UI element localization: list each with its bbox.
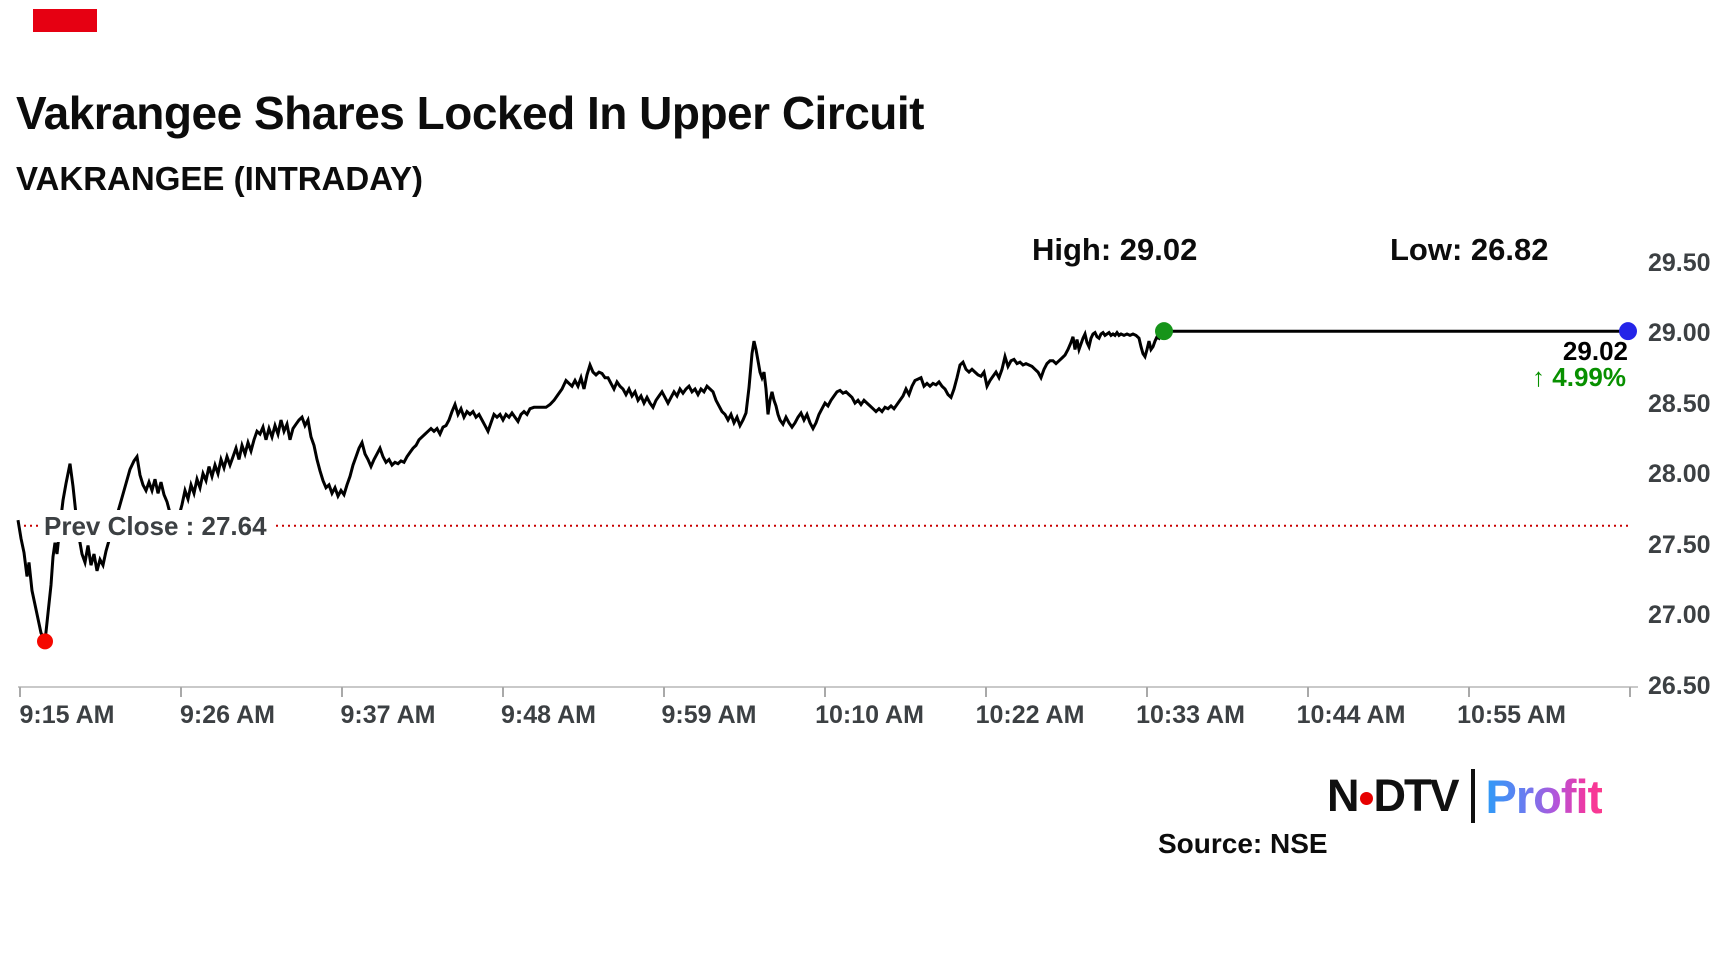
x-axis-label: 10:10 AM (815, 701, 924, 729)
ndtv-letters-dtv: DTV (1373, 770, 1460, 821)
ndtv-red-dot-icon (1359, 791, 1373, 805)
ndtv-letter-n: N (1327, 770, 1359, 821)
x-axis-label: 10:22 AM (975, 701, 1085, 729)
y-axis-label: 26.50 (1648, 671, 1711, 700)
x-axis-label: 10:55 AM (1457, 701, 1566, 729)
low-value-label: Low: 26.82 (1390, 232, 1549, 267)
profit-wordmark: Profit (1485, 769, 1604, 823)
x-axis-label: 9:37 AM (340, 701, 436, 729)
logo-separator-bar (1470, 769, 1475, 823)
x-axis-label: 9:26 AM (180, 701, 275, 729)
session-low-dot (37, 633, 53, 650)
x-axis-label: 10:44 AM (1296, 701, 1406, 729)
y-axis-label: 27.00 (1648, 601, 1711, 629)
price-line (16, 329, 1628, 647)
ndtv-wordmark: N DTV (1327, 770, 1460, 822)
y-axis-label: 29.00 (1648, 319, 1711, 347)
x-axis-label: 9:59 AM (661, 701, 757, 729)
brand-red-accent-bar (33, 9, 97, 32)
y-axis-label: 27.50 (1648, 530, 1711, 559)
percent-change-annotation: ↑ 4.99% (1532, 362, 1626, 392)
x-axis-label: 9:48 AM (501, 701, 596, 729)
y-axis-label: 28.50 (1648, 389, 1711, 418)
x-axis-label: 10:33 AM (1136, 701, 1245, 729)
latest-price-dot (1619, 322, 1637, 341)
y-axis-label: 29.50 (1648, 248, 1711, 277)
last-price-annotation: 29.02 (1562, 336, 1628, 366)
page-title: Vakrangee Shares Locked In Upper Circuit (16, 87, 925, 139)
chart-subtitle: VAKRANGEE (INTRADAY) (16, 160, 424, 197)
source-attribution: Source: NSE (1158, 828, 1328, 859)
circuit-lock-dot (1155, 322, 1173, 341)
ndtv-profit-logo: N DTV Profit (1327, 768, 1604, 824)
y-axis-label: 28.00 (1648, 460, 1711, 488)
prev-close-label: Prev Close : 27.64 (38, 509, 273, 542)
x-axis-label: 9:15 AM (19, 701, 115, 729)
high-value-label: High: 29.02 (1032, 232, 1198, 267)
